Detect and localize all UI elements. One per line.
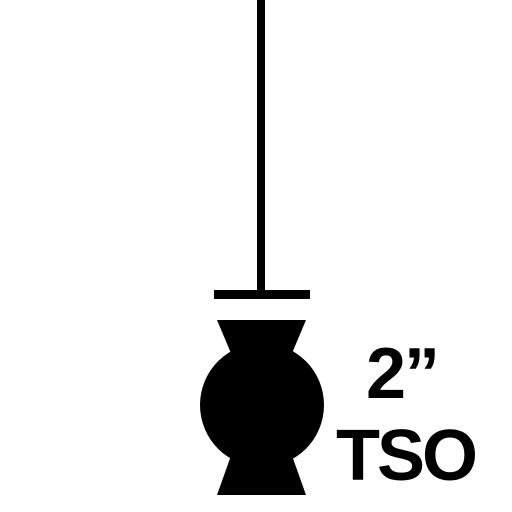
type-label: TSO: [336, 416, 478, 496]
lower-body: [217, 450, 306, 495]
stem-line: [257, 0, 265, 298]
ball: [200, 343, 324, 467]
cap-bar: [214, 290, 310, 299]
size-label: 2”: [366, 334, 440, 414]
